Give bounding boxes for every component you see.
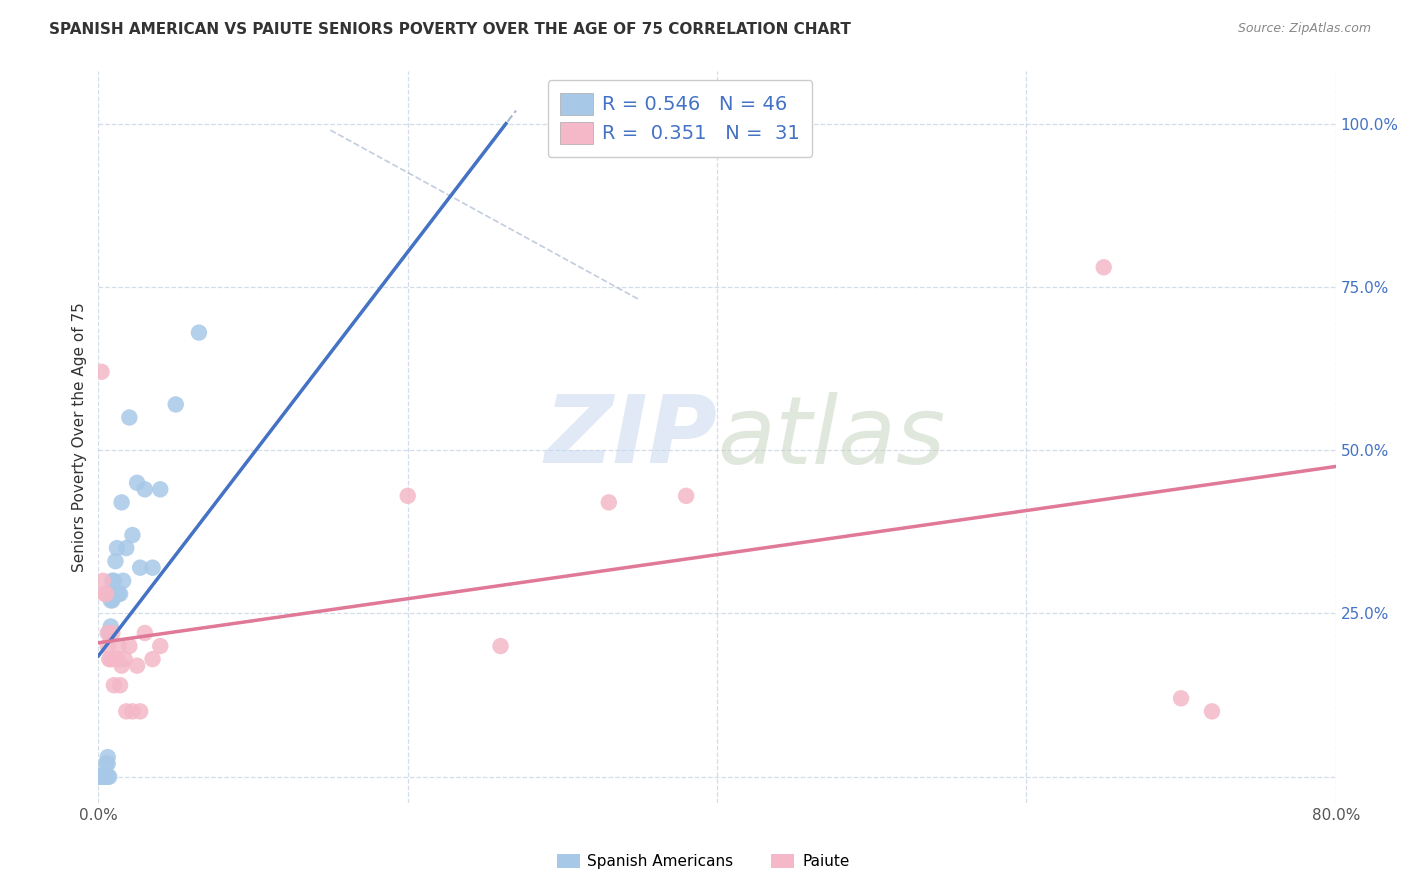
Point [91,770,114,784]
Point [149,483,172,497]
Point [129,705,152,719]
Point [1201,705,1223,719]
Point [98,652,121,666]
Point [101,593,124,607]
Point [101,574,124,588]
Point [97,770,120,784]
Point [118,639,141,653]
Point [90,770,112,784]
Point [121,705,143,719]
Point [100,619,122,633]
Point [103,574,125,588]
Point [93,770,115,784]
Point [91,770,114,784]
Point [127,475,149,490]
Point [90,770,112,784]
Point [96,770,118,784]
Point [1170,691,1192,706]
Point [108,678,131,692]
Legend: R = 0.546   N = 46, R =  0.351   N =  31: R = 0.546 N = 46, R = 0.351 N = 31 [548,80,813,157]
Point [93,770,115,784]
Point [115,541,138,555]
Point [93,770,115,784]
Point [96,587,118,601]
Point [93,587,115,601]
Legend: Spanish Americans, Paiute: Spanish Americans, Paiute [551,848,855,875]
Point [121,528,143,542]
Point [90,770,112,784]
Point [96,770,118,784]
Point [115,705,138,719]
Text: ZIP: ZIP [544,391,717,483]
Point [396,489,419,503]
Point [165,397,187,411]
Point [89,770,111,784]
Point [107,587,129,601]
Point [489,639,512,653]
Point [111,495,132,509]
Point [105,652,128,666]
Point [188,326,211,340]
Point [91,574,114,588]
Point [97,639,120,653]
Point [103,678,125,692]
Point [134,483,156,497]
Point [104,554,127,568]
Text: SPANISH AMERICAN VS PAIUTE SENIORS POVERTY OVER THE AGE OF 75 CORRELATION CHART: SPANISH AMERICAN VS PAIUTE SENIORS POVER… [49,22,851,37]
Point [91,770,114,784]
Point [96,770,118,784]
Point [90,770,112,784]
Point [114,652,136,666]
Point [100,593,122,607]
Point [112,574,135,588]
Point [149,639,172,653]
Point [98,770,121,784]
Point [97,626,120,640]
Point [98,626,121,640]
Point [598,495,620,509]
Point [134,626,156,640]
Point [108,587,131,601]
Point [90,770,112,784]
Point [127,658,149,673]
Point [675,489,697,503]
Point [100,652,122,666]
Point [1092,260,1115,275]
Point [104,652,127,666]
Point [93,770,115,784]
Point [118,410,141,425]
Y-axis label: Seniors Poverty Over the Age of 75: Seniors Poverty Over the Age of 75 [72,302,87,572]
Point [91,770,114,784]
Point [90,365,112,379]
Point [107,639,129,653]
Point [111,658,132,673]
Point [105,541,128,555]
Point [89,770,111,784]
Point [141,560,165,574]
Point [97,750,120,764]
Text: atlas: atlas [717,392,945,483]
Text: Source: ZipAtlas.com: Source: ZipAtlas.com [1237,22,1371,36]
Point [141,652,165,666]
Point [96,756,118,771]
Point [97,756,120,771]
Point [89,770,111,784]
Point [129,560,152,574]
Point [101,626,124,640]
